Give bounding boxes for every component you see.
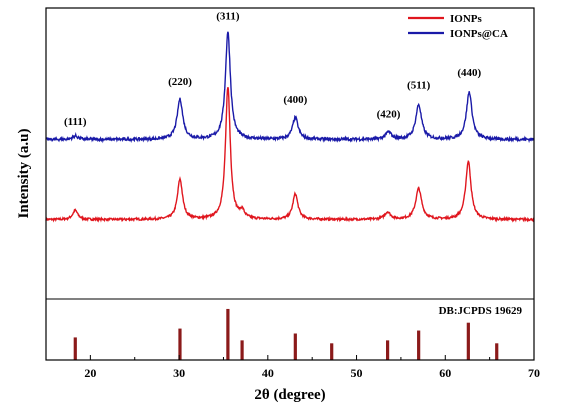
legend-label-1: IONPs@CA (450, 28, 508, 40)
peak-label-2: (311) (216, 10, 240, 22)
peak-label-5: (511) (407, 80, 431, 92)
reference-label: DB:JCPDS 19629 (439, 305, 523, 317)
peak-labels: (111) (220) (311) (400) (420) (511) (440) (64, 10, 482, 128)
series-lines (45, 31, 535, 223)
legend-label-0: IONPs (450, 13, 483, 25)
reference-pattern (73, 308, 499, 360)
peak-label-0: (111) (64, 116, 87, 128)
peak-label-6: (440) (457, 67, 481, 79)
x-tick-label-3: 50 (351, 366, 363, 380)
peak-label-4: (420) (377, 109, 401, 121)
series-line-1 (45, 31, 535, 144)
x-tick-label-0: 20 (84, 366, 96, 380)
peak-label-1: (220) (168, 76, 192, 88)
plot-frame (45, 7, 535, 361)
x-axis-ticks: 20 30 40 50 60 70 (45, 355, 540, 380)
x-tick-label-5: 70 (528, 366, 540, 380)
x-tick-label-2: 40 (262, 366, 274, 380)
x-tick-label-4: 60 (439, 366, 451, 380)
y-axis-label: Intensity (a.u) (16, 128, 32, 218)
peak-label-3: (400) (283, 94, 307, 106)
x-axis-label: 2θ (degree) (254, 387, 325, 403)
x-tick-label-1: 30 (173, 366, 185, 380)
series-line-0 (45, 87, 535, 223)
legend: IONPs IONPs@CA (408, 13, 508, 40)
